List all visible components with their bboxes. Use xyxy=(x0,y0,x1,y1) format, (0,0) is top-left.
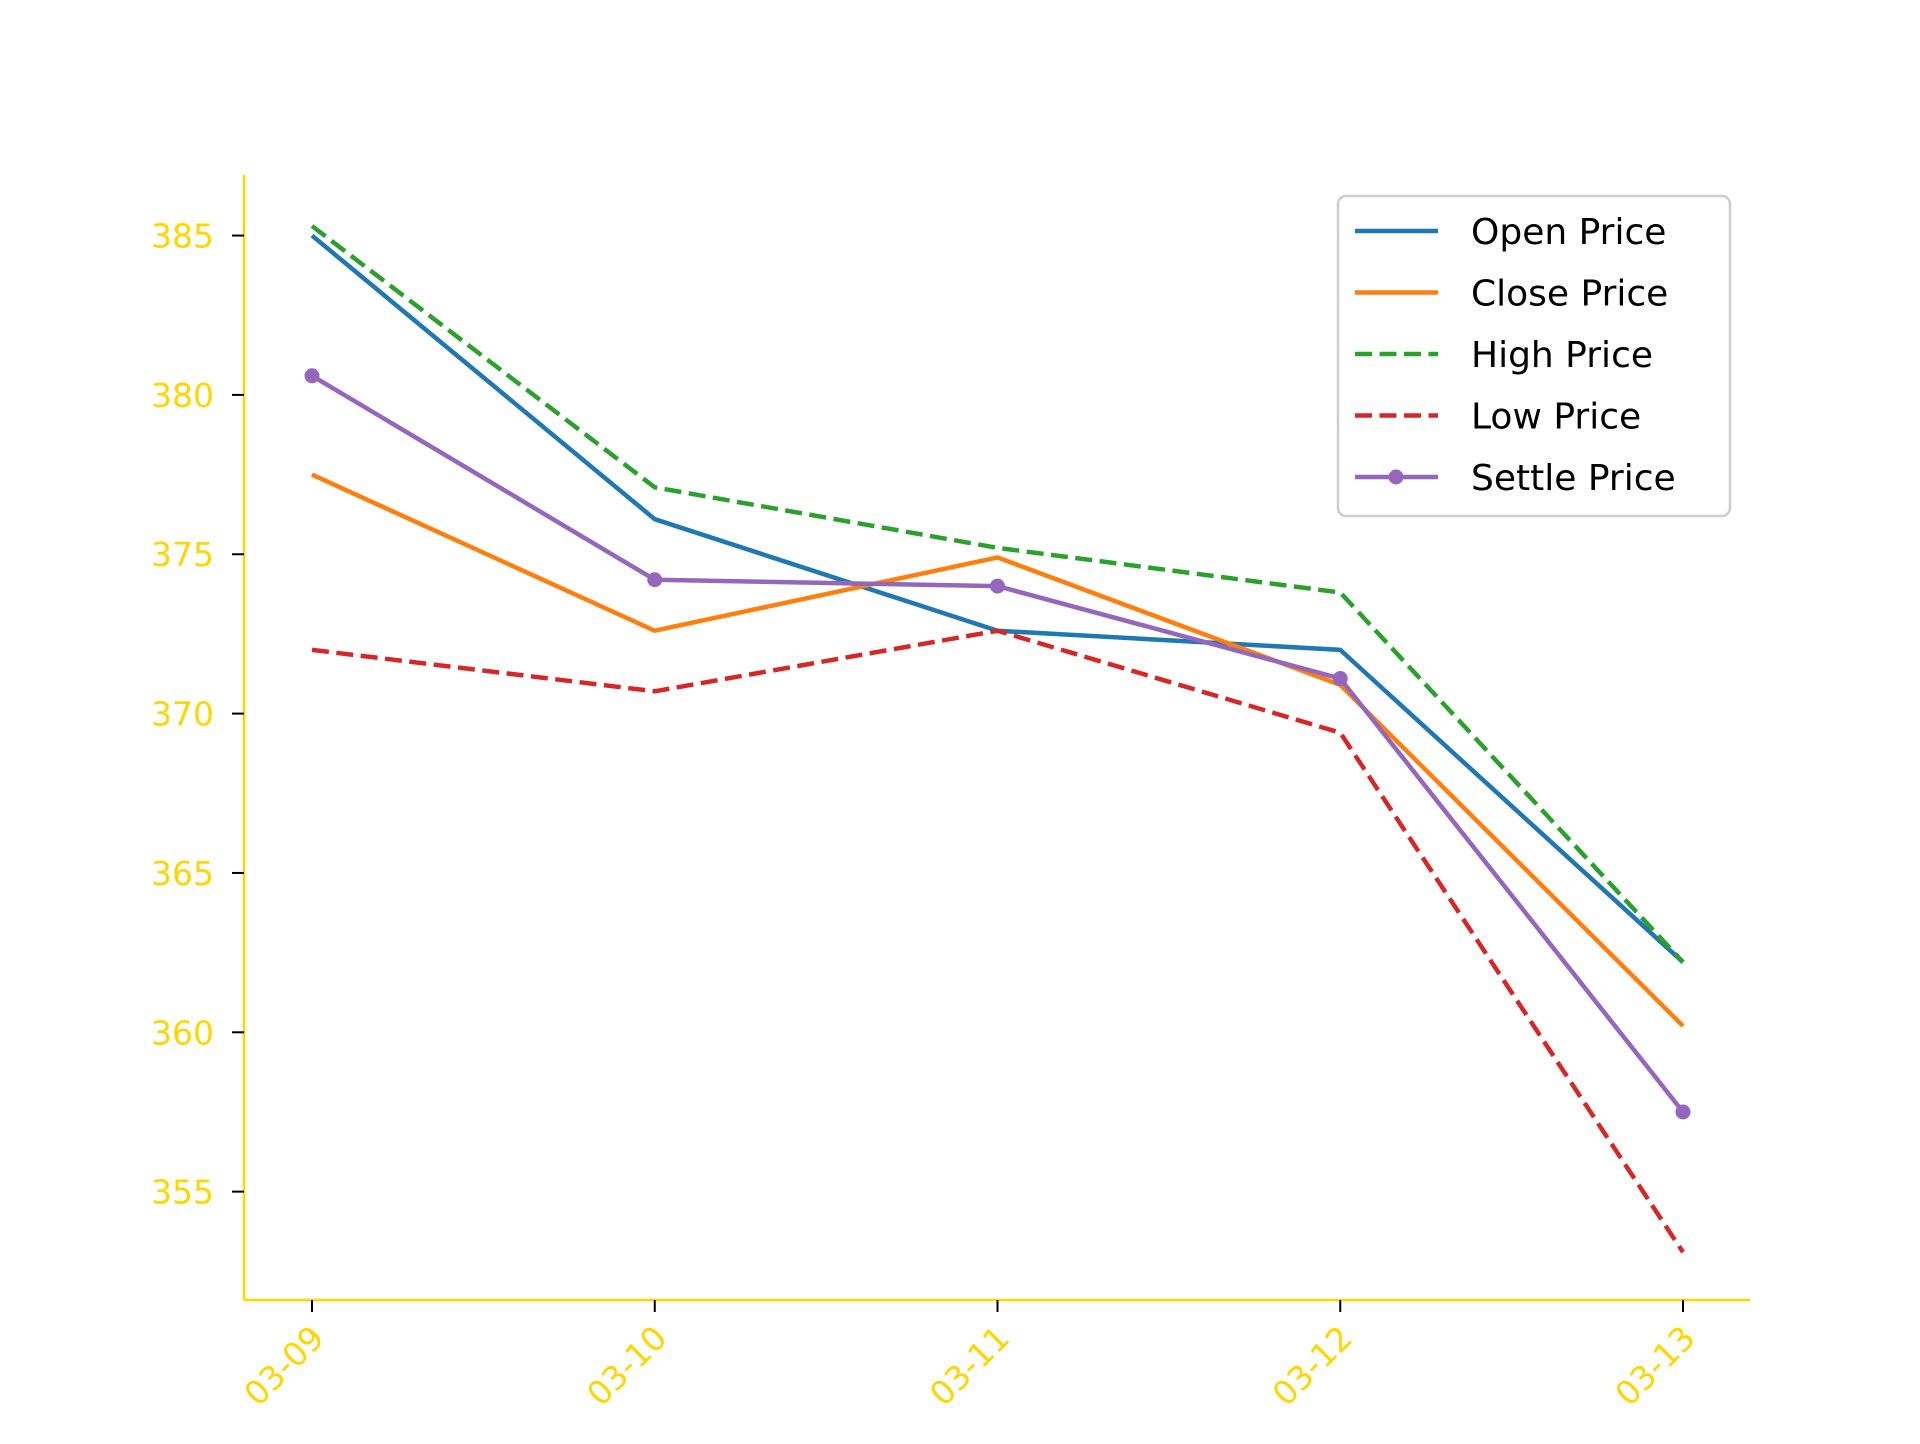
axes: 355 360 365 370 375 380 385 03-09 03-10 03-11 03-1… xyxy=(151,175,1750,1413)
x-tick-label: 03-10 xyxy=(579,1318,674,1413)
data-point-settle-price xyxy=(647,572,663,588)
legend-label-close-price: Close Price xyxy=(1471,274,1668,315)
y-tick-label: 365 xyxy=(151,854,214,893)
y-tick-label: 360 xyxy=(151,1013,214,1052)
data-point-settle-price xyxy=(1675,1104,1691,1120)
legend-label-low-price: Low Price xyxy=(1471,397,1641,438)
x-tick-label: 03-09 xyxy=(236,1318,331,1413)
legend-label-settle-price: Settle Price xyxy=(1471,458,1676,499)
x-tick-label: 03-12 xyxy=(1265,1318,1360,1413)
legend-marker-settle-price xyxy=(1388,469,1404,485)
y-tick-label: 355 xyxy=(151,1173,214,1212)
y-tick-label: 375 xyxy=(151,535,214,574)
y-tick-label: 385 xyxy=(151,217,214,256)
data-point-settle-price xyxy=(1332,671,1348,687)
legend-label-high-price: High Price xyxy=(1471,335,1653,376)
legend: Open Price Close Price High Price Low Price… xyxy=(1336,194,1732,518)
x-tick-label: 03-11 xyxy=(922,1318,1017,1413)
legend-box xyxy=(1336,194,1732,518)
plot-area xyxy=(304,224,1691,1254)
series-line-close-price xyxy=(311,472,1685,1028)
data-point-settle-price xyxy=(990,578,1005,594)
y-tick-label: 380 xyxy=(151,376,214,415)
y-tick-label: 370 xyxy=(151,695,214,734)
series-line-low-price xyxy=(311,628,1685,1254)
x-tick-label: 03-13 xyxy=(1607,1318,1702,1413)
legend-label-open-price: Open Price xyxy=(1471,212,1666,253)
data-point-settle-price xyxy=(304,368,320,384)
